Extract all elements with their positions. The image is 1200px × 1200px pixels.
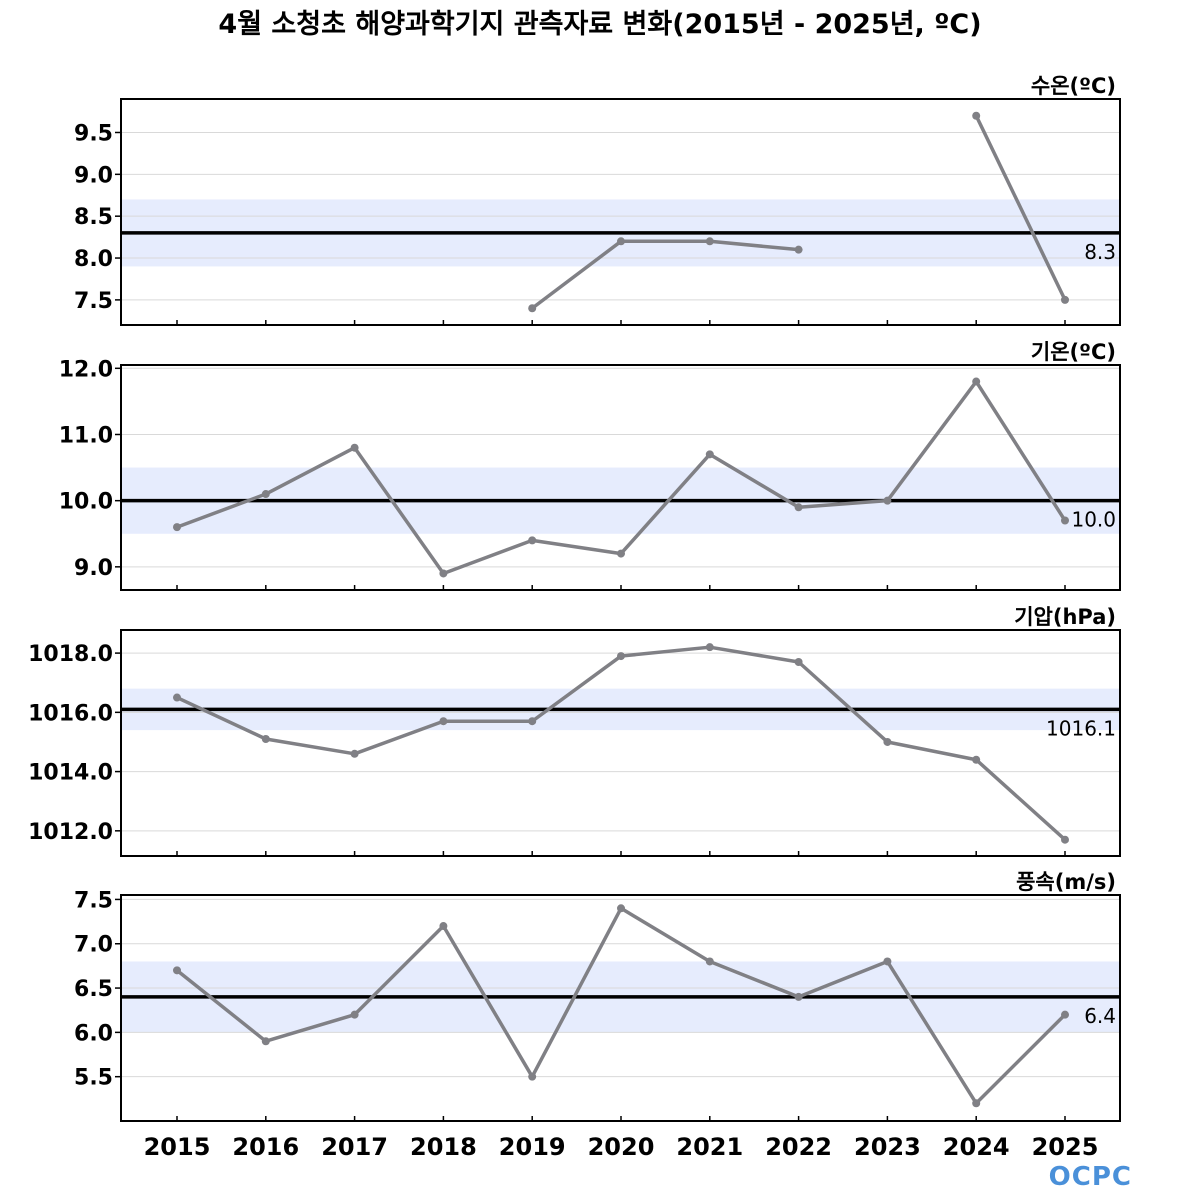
- ocpc-logo: OCPC: [1048, 1162, 1132, 1192]
- data-point-2023: [883, 496, 892, 505]
- data-point-2015: [173, 966, 181, 975]
- data-point-2024: [972, 1099, 981, 1108]
- panel-title: 기압(hPa): [1014, 605, 1116, 629]
- x-tick-label: 2020: [588, 1133, 655, 1161]
- data-point-2015: [173, 523, 181, 532]
- data-point-2023: [883, 737, 892, 746]
- data-point-2021: [705, 957, 714, 966]
- data-point-2024: [972, 111, 981, 120]
- data-point-2025: [1061, 516, 1069, 525]
- data-point-2022: [794, 245, 803, 254]
- x-tick-label: 2019: [499, 1133, 566, 1161]
- x-tick-label: 2025: [1032, 1133, 1099, 1161]
- panel-title: 풍속(m/s): [1016, 870, 1116, 894]
- plot-frame: [120, 364, 1121, 591]
- y-tick-label: 7.0: [74, 933, 113, 958]
- y-tick-label: 1018.0: [28, 642, 113, 667]
- y-tick-label: 5.5: [74, 1066, 113, 1091]
- x-tick-label: 2015: [144, 1133, 211, 1161]
- y-tick-label: 9.5: [74, 121, 113, 146]
- mean-value-label: 8.3: [1084, 240, 1116, 264]
- y-tick-label: 10.0: [59, 490, 113, 515]
- data-point-2021: [705, 237, 714, 246]
- chart-title: 4월 소청초 해양과학기지 관측자료 변화(2015년 - 2025년, ºC): [218, 9, 981, 40]
- data-point-2021: [705, 450, 714, 459]
- x-tick-label: 2023: [854, 1133, 921, 1161]
- data-point-2018: [439, 569, 448, 578]
- x-tick-label: 2024: [943, 1133, 1010, 1161]
- series-line: [531, 239, 799, 310]
- data-point-2016: [261, 490, 270, 499]
- series-line: [974, 114, 1067, 301]
- data-point-2023: [883, 957, 892, 966]
- data-point-2022: [794, 503, 803, 512]
- data-point-2024: [972, 377, 981, 386]
- y-tick-label: 6.0: [74, 1021, 113, 1046]
- panels: 7.5 8.0 8.5 9.0 9.5 8.3 수온(ºC) 9.0 10.0 11.0 12.0 1…: [28, 74, 1121, 1122]
- data-point-2021: [705, 643, 714, 652]
- y-tick-label: 6.5: [74, 977, 113, 1002]
- y-tick-label: 9.0: [74, 556, 113, 581]
- data-point-2024: [972, 755, 981, 764]
- panel-title: 기온(ºC): [1031, 340, 1116, 364]
- data-point-2019: [528, 304, 537, 313]
- plot-frame: [120, 629, 1121, 857]
- data-point-2015: [173, 693, 181, 702]
- y-tick-label: 12.0: [59, 357, 113, 382]
- panel-3: 1012.0 1014.0 1016.0 1018.0 1016.1 기압(hPa): [28, 605, 1121, 857]
- data-point-2025: [1061, 835, 1069, 844]
- panel-title: 수온(ºC): [1031, 74, 1116, 98]
- mean-value-label: 6.4: [1084, 1004, 1116, 1028]
- x-tick-label: 2021: [676, 1133, 743, 1161]
- x-tick-label: 2017: [321, 1133, 388, 1161]
- y-tick-label: 8.5: [74, 205, 113, 230]
- data-point-2019: [528, 536, 537, 545]
- x-axis-labels: 2015 2016 2017 2018 2019 2020 2021 2022 2023 2024…: [144, 1133, 1099, 1161]
- data-point-2017: [350, 443, 359, 452]
- data-point-2020: [617, 237, 625, 246]
- y-tick-label: 1014.0: [28, 761, 113, 786]
- plot-frame: [120, 894, 1121, 1122]
- x-tick-label: 2016: [232, 1133, 299, 1161]
- data-point-2017: [350, 749, 359, 758]
- plot-frame: [120, 98, 1121, 326]
- panel-2: 9.0 10.0 11.0 12.0 10.0 기온(ºC): [59, 340, 1121, 591]
- x-tick-label: 2018: [410, 1133, 477, 1161]
- y-tick-label: 7.5: [74, 289, 113, 314]
- data-point-2020: [617, 652, 625, 661]
- y-tick-label: 7.5: [74, 888, 113, 913]
- y-tick-label: 8.0: [74, 247, 113, 272]
- data-point-2025: [1061, 295, 1069, 304]
- data-point-2019: [528, 717, 537, 726]
- data-point-2016: [261, 1037, 270, 1046]
- y-tick-label: 1012.0: [28, 820, 113, 845]
- data-point-2020: [617, 549, 625, 558]
- data-point-2019: [528, 1072, 537, 1081]
- plot-area: [121, 630, 1120, 856]
- mean-value-label: 1016.1: [1046, 716, 1116, 740]
- data-point-2020: [617, 904, 625, 913]
- data-point-2016: [261, 735, 270, 744]
- y-tick-label: 9.0: [74, 163, 113, 188]
- data-point-2018: [439, 922, 448, 931]
- data-point-2018: [439, 717, 448, 726]
- x-tick-label: 2022: [765, 1133, 832, 1161]
- mean-value-label: 10.0: [1071, 508, 1116, 532]
- y-tick-label: 11.0: [59, 423, 113, 448]
- panel-1: 7.5 8.0 8.5 9.0 9.5 8.3 수온(ºC): [74, 74, 1121, 326]
- data-point-2022: [794, 992, 803, 1001]
- data-point-2022: [794, 657, 803, 666]
- data-point-2017: [350, 1010, 359, 1019]
- panel-4: 5.5 6.0 6.5 7.0 7.5 6.4 풍속(m/s): [74, 870, 1121, 1122]
- data-point-2025: [1061, 1010, 1069, 1019]
- y-tick-label: 1016.0: [28, 701, 113, 726]
